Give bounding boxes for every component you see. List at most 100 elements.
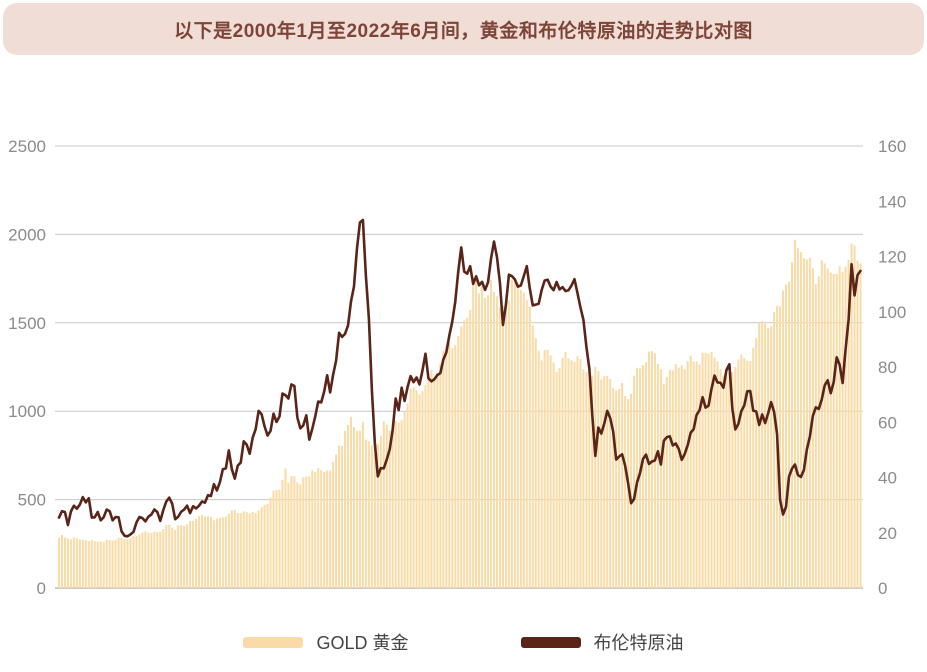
gold-bar bbox=[224, 516, 227, 588]
chart-legend: GOLD 黄金 布伦特原油 bbox=[0, 629, 927, 655]
gold-bar bbox=[212, 520, 215, 588]
gold-bar bbox=[66, 538, 69, 588]
gold-bar bbox=[701, 352, 704, 588]
gold-bar bbox=[692, 361, 695, 588]
gold-bar bbox=[686, 361, 689, 588]
gold-bar bbox=[564, 351, 567, 588]
gold-bar bbox=[814, 284, 817, 588]
gold-bar bbox=[370, 445, 373, 588]
gold-bar bbox=[677, 367, 680, 588]
gold-bar bbox=[710, 351, 713, 588]
gold-bar bbox=[281, 479, 284, 588]
gold-bar bbox=[841, 272, 844, 588]
gold-bar bbox=[507, 300, 510, 588]
gold-bar bbox=[60, 534, 63, 588]
gold-bar bbox=[433, 377, 436, 588]
gold-bar bbox=[93, 541, 96, 588]
gold-bar bbox=[817, 276, 820, 588]
gold-bar bbox=[519, 290, 522, 588]
legend-item-brent[interactable]: 布伦特原油 bbox=[520, 629, 684, 655]
gold-bar bbox=[99, 541, 102, 588]
gold-bar bbox=[695, 361, 698, 588]
gold-bar bbox=[352, 427, 355, 588]
gold-bar bbox=[600, 379, 603, 588]
gold-bar bbox=[361, 421, 364, 588]
gold-bar bbox=[144, 531, 147, 588]
gold-bar bbox=[117, 537, 120, 588]
title-banner: 以下是2000年1月至2022年6月间，黄金和布伦特原油的走势比对图 bbox=[3, 3, 924, 55]
gold-bar bbox=[537, 350, 540, 588]
gold-bar bbox=[844, 266, 847, 588]
gold-bar bbox=[260, 507, 263, 588]
gold-bar bbox=[332, 461, 335, 588]
gold-bar bbox=[341, 446, 344, 588]
gold-bar bbox=[606, 376, 609, 588]
gold-bar bbox=[403, 411, 406, 588]
gold-bar bbox=[323, 472, 326, 588]
gold-bar bbox=[296, 482, 299, 588]
right-axis-tick-label: 100 bbox=[878, 303, 906, 322]
gold-bar bbox=[796, 248, 799, 588]
gold-bar bbox=[790, 262, 793, 588]
gold-bar bbox=[728, 373, 731, 588]
gold-bar bbox=[278, 489, 281, 588]
gold-bar bbox=[108, 540, 111, 588]
gold-bar bbox=[621, 383, 624, 588]
gold-bar bbox=[376, 443, 379, 588]
gold-bar bbox=[859, 263, 862, 588]
gold-bar bbox=[162, 529, 165, 588]
gold-bar bbox=[534, 338, 537, 588]
gold-bar bbox=[198, 516, 201, 588]
gold-bar bbox=[358, 430, 361, 588]
gold-bar bbox=[671, 370, 674, 588]
gold-bar bbox=[445, 345, 448, 588]
gold-bar bbox=[764, 323, 767, 588]
gold-bar bbox=[239, 513, 242, 588]
gold-bar bbox=[829, 272, 832, 588]
gold-bar bbox=[227, 513, 230, 588]
gold-bar bbox=[603, 376, 606, 588]
legend-item-gold[interactable]: GOLD 黄金 bbox=[243, 629, 409, 655]
gold-bar bbox=[159, 531, 162, 588]
gold-bar bbox=[856, 260, 859, 588]
gold-bar bbox=[525, 300, 528, 588]
gold-bar bbox=[272, 490, 275, 588]
gold-bar bbox=[338, 445, 341, 588]
gold-bar bbox=[731, 372, 734, 588]
gold-bar bbox=[767, 327, 770, 588]
gold-bar bbox=[612, 388, 615, 588]
gold-bar bbox=[448, 342, 451, 588]
gold-bar bbox=[549, 355, 552, 588]
gold-bar bbox=[761, 320, 764, 588]
gold-bar bbox=[382, 421, 385, 588]
gold-bar bbox=[168, 524, 171, 588]
gold-bar bbox=[805, 259, 808, 588]
gold-bar bbox=[150, 533, 153, 588]
gold-bar bbox=[704, 352, 707, 588]
gold-bar bbox=[683, 369, 686, 588]
gold-bar bbox=[567, 358, 570, 588]
left-axis-tick-label: 1000 bbox=[8, 402, 46, 421]
gold-bar bbox=[317, 467, 320, 588]
gold-bar bbox=[248, 513, 251, 588]
gold-bar bbox=[659, 369, 662, 588]
gold-bar bbox=[430, 370, 433, 588]
gold-bar bbox=[826, 268, 829, 588]
gold-bar bbox=[329, 470, 332, 588]
page-title: 以下是2000年1月至2022年6月间，黄金和布伦特原油的走势比对图 bbox=[174, 20, 753, 42]
gold-bar bbox=[120, 537, 123, 588]
gold-bar bbox=[540, 360, 543, 588]
gold-bar bbox=[57, 537, 61, 588]
gold-bar bbox=[305, 476, 308, 588]
gold-bar bbox=[69, 539, 72, 588]
brent-legend-swatch bbox=[520, 636, 581, 648]
gold-bar bbox=[582, 369, 585, 588]
gold-bar bbox=[782, 290, 785, 588]
gold-bar bbox=[406, 403, 409, 588]
gold-legend-swatch bbox=[243, 636, 304, 648]
gold-bar bbox=[647, 351, 650, 588]
right-axis-tick-label: 20 bbox=[878, 524, 897, 543]
gold-bar bbox=[257, 510, 260, 588]
gold-bar bbox=[320, 470, 323, 588]
